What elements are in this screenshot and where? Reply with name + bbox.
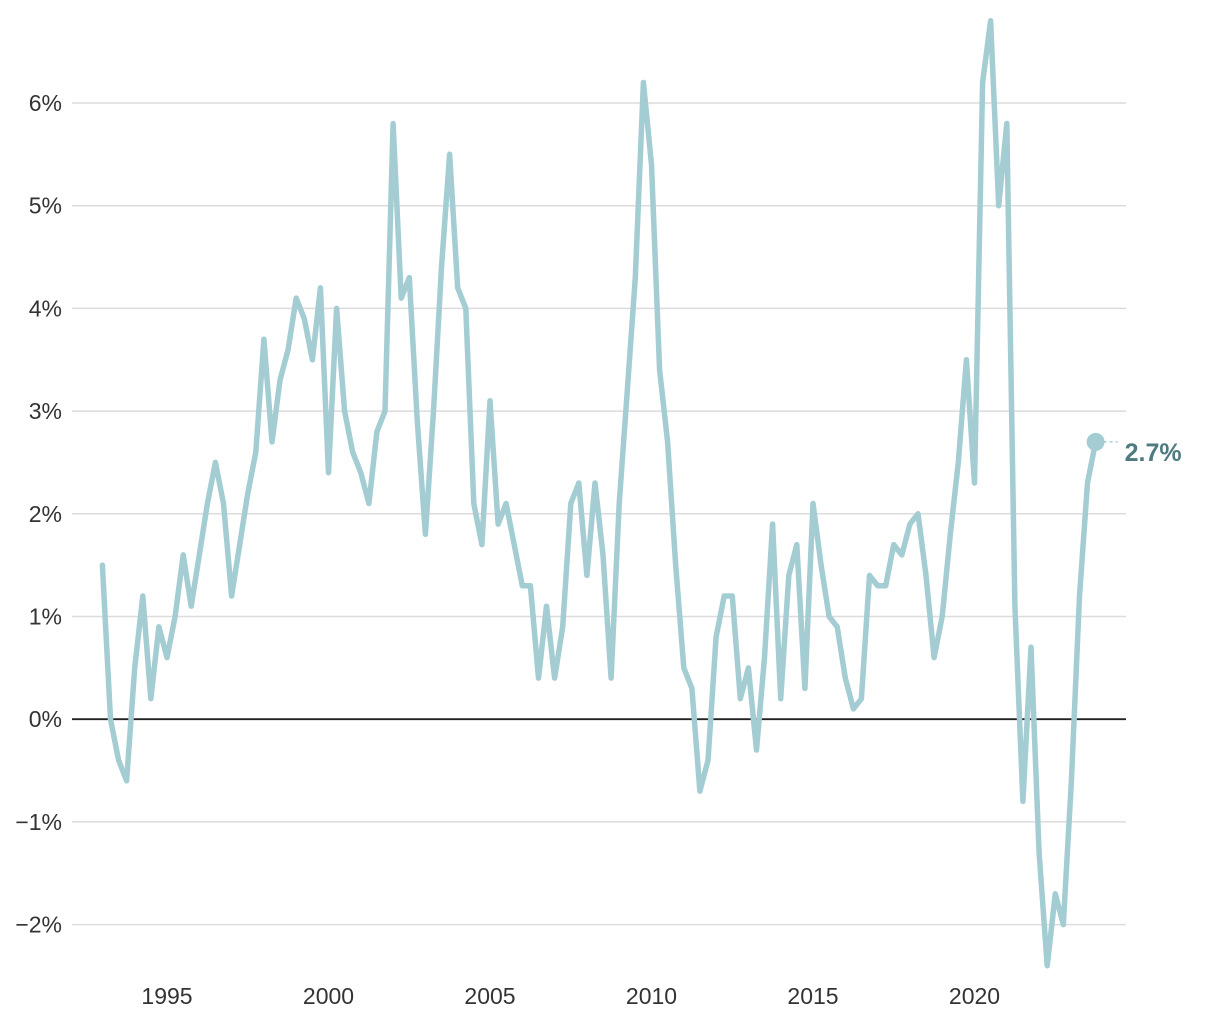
gridlines [72, 102, 1126, 926]
x-tick-label: 2000 [303, 983, 354, 1009]
y-tick-label: 5% [29, 193, 62, 219]
y-tick-label: −2% [15, 912, 62, 938]
x-tick-label: 2010 [626, 983, 677, 1009]
y-tick-label: 4% [29, 295, 62, 321]
x-tick-label: 2020 [949, 983, 1000, 1009]
x-tick-label: 2015 [787, 983, 838, 1009]
end-point-marker [1086, 432, 1105, 451]
y-tick-label: 6% [29, 90, 62, 116]
series-group [99, 18, 1099, 969]
y-tick-label: 2% [29, 501, 62, 527]
x-tick-label: 1995 [141, 983, 192, 1009]
series-line [99, 18, 1099, 969]
y-tick-label: 0% [29, 706, 62, 732]
end-annotation: 2.7% [1086, 432, 1182, 467]
x-axis-tick-labels: 1995 2000 2005 2010 2015 2020 [141, 983, 1000, 1009]
x-tick-label: 2005 [464, 983, 515, 1009]
end-value-label: 2.7% [1125, 439, 1182, 467]
y-tick-label: −1% [15, 809, 62, 835]
y-axis-tick-labels: −2% −1% 0% 1% 2% 3% 4% 5% 6% [15, 90, 62, 938]
y-tick-label: 3% [29, 398, 62, 424]
y-tick-label: 1% [29, 604, 62, 630]
